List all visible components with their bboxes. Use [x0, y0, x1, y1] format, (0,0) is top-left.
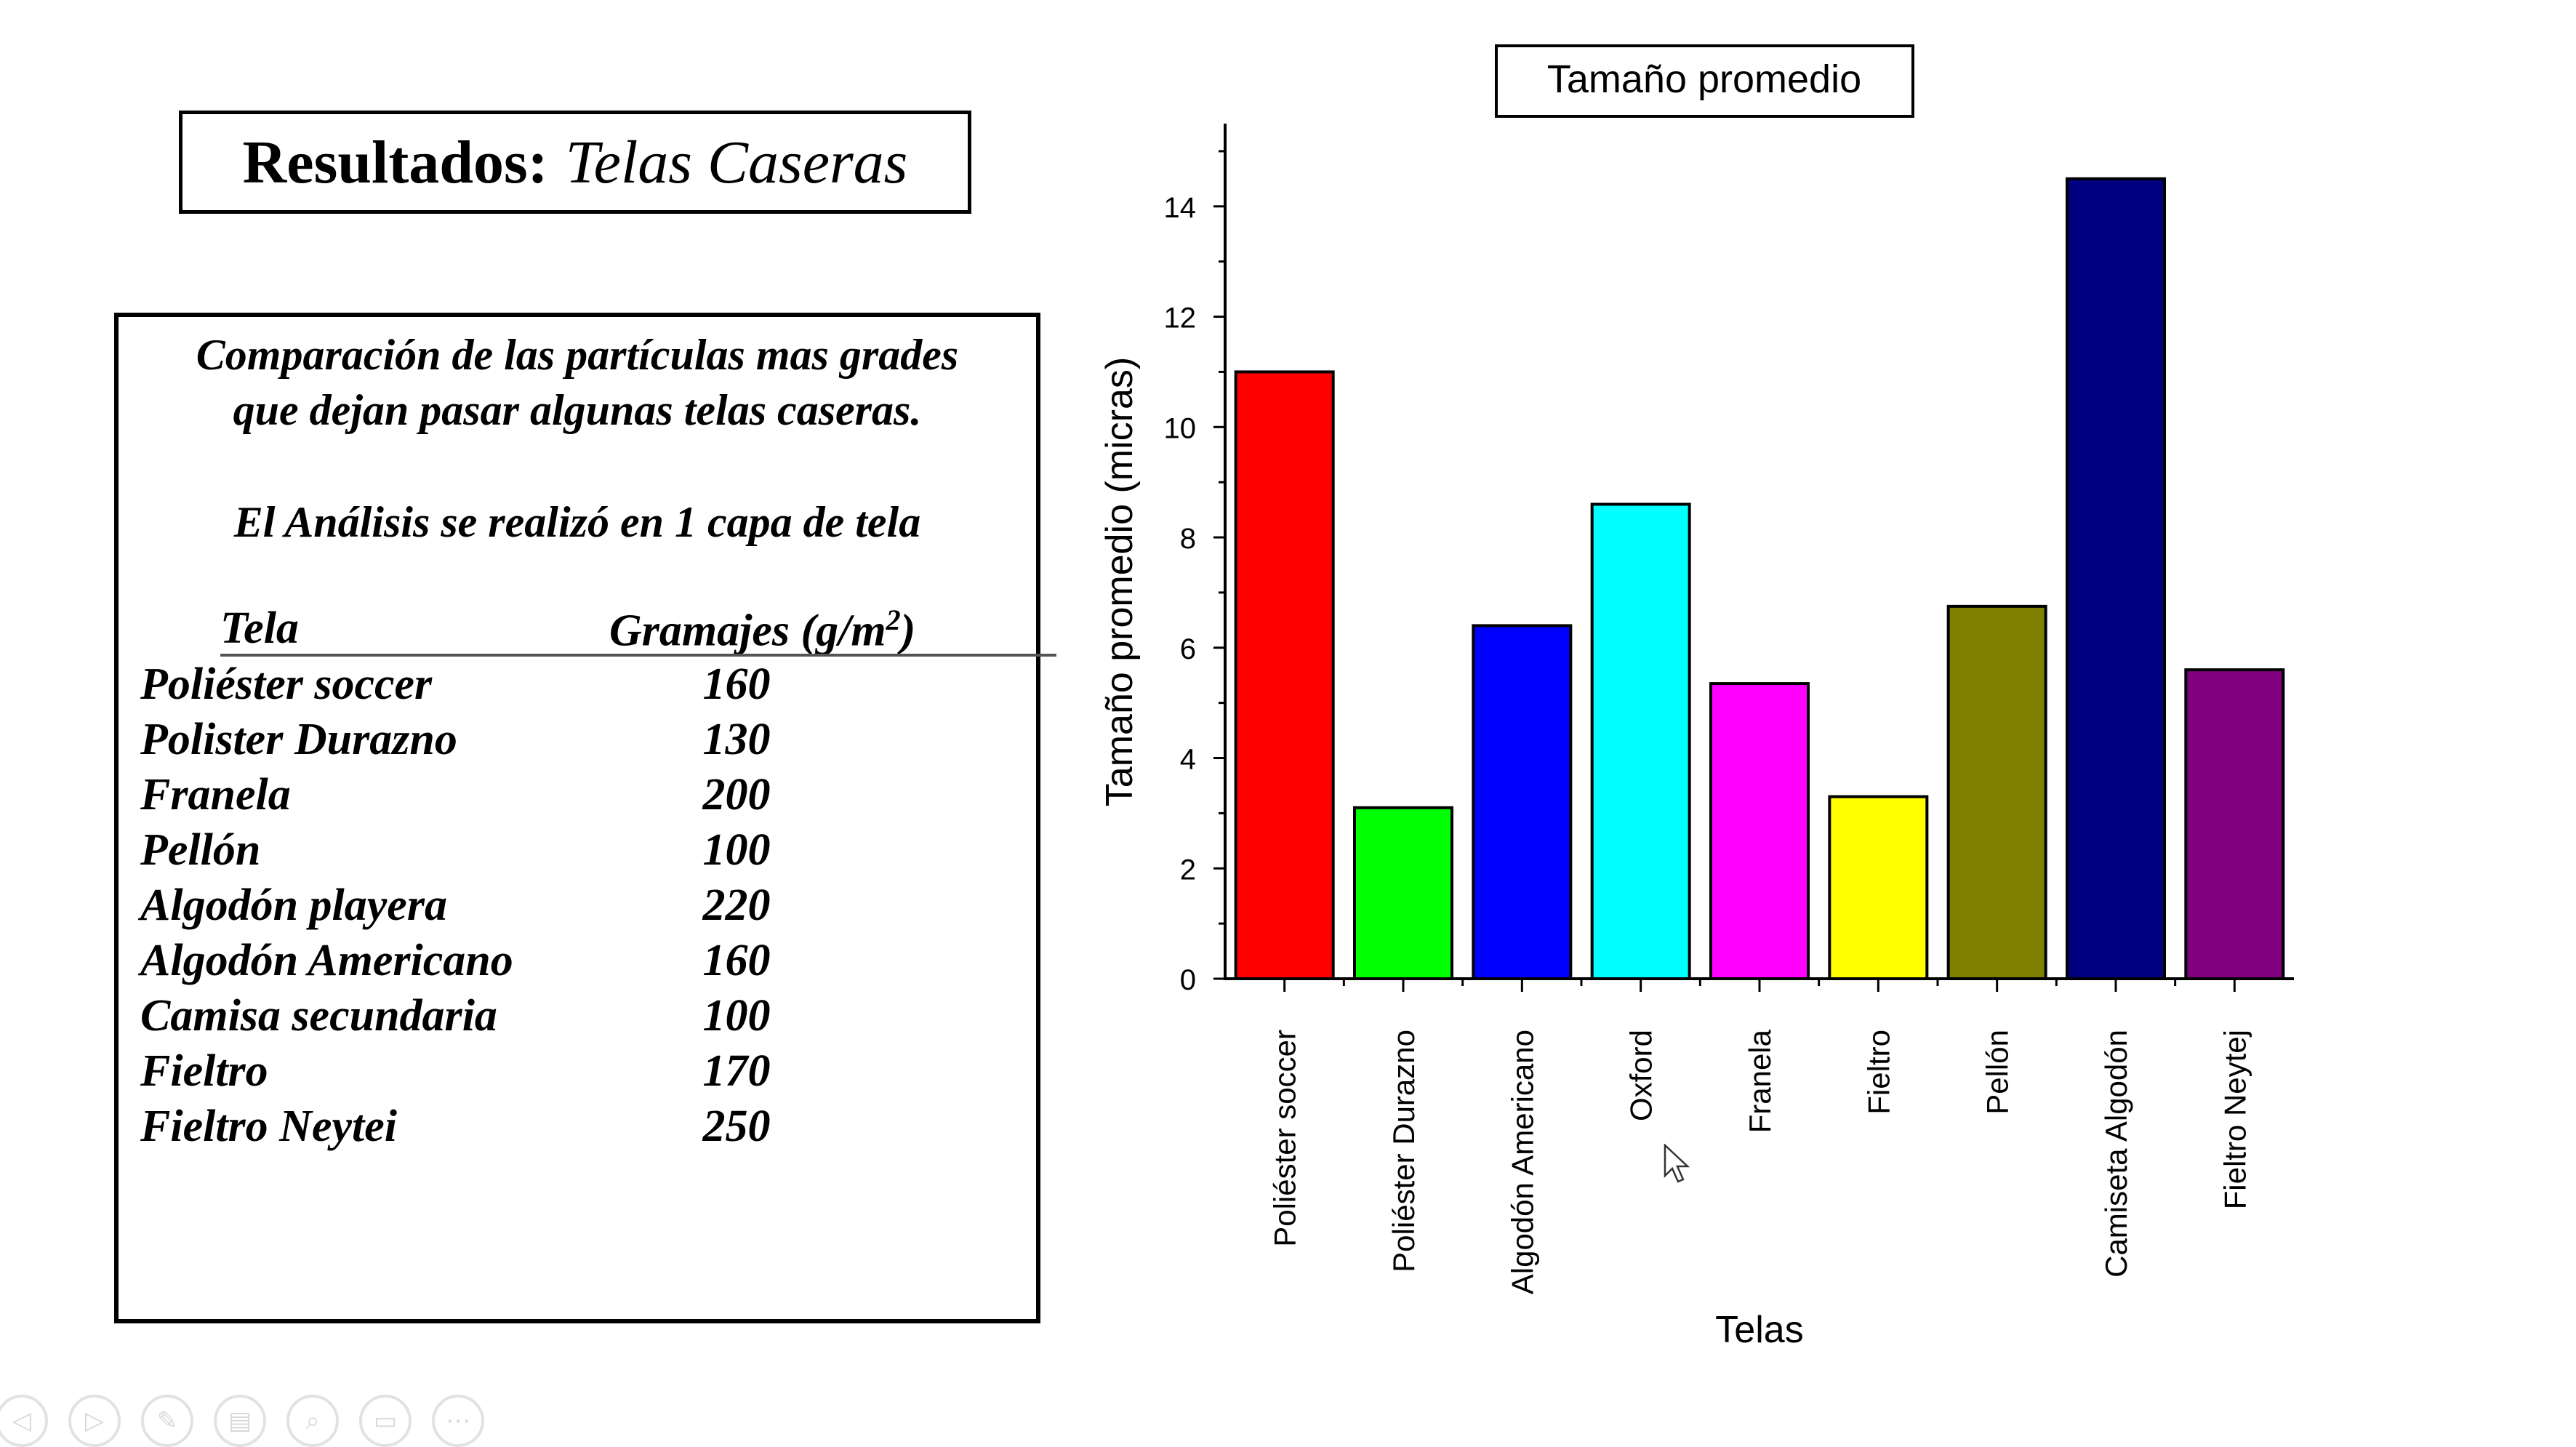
table-row: Fieltro 170: [119, 1046, 1036, 1101]
fabric-weight: 250: [702, 1102, 771, 1151]
y-tick-label: 10: [1164, 412, 1197, 444]
y-tick-label: 2: [1180, 854, 1196, 886]
table-header-weight-text: Gramajes (g/m: [609, 606, 886, 656]
bar: [1828, 795, 1929, 981]
fabric-name: Pellón: [140, 825, 261, 875]
x-tick-label: Camiseta Algodón: [2099, 1030, 2133, 1278]
slides-icon[interactable]: ▤: [214, 1395, 266, 1447]
mouse-cursor-icon: [1664, 1143, 1693, 1188]
table-row: Polister Durazno 130: [119, 714, 1036, 769]
presentation-controls: ◁ ▷ ✎ ▤ ⌕ ▭ ⋯: [0, 1395, 553, 1447]
table-row: Algodón Americano 160: [119, 935, 1036, 990]
table-row: Camisa secundaria 100: [119, 990, 1036, 1046]
table-row: Poliéster soccer 160: [119, 659, 1036, 714]
fabric-name: Algodón playera: [140, 881, 447, 930]
bar: [2066, 177, 2166, 980]
bar: [1709, 682, 1810, 980]
x-tick-label: Poliéster soccer: [1268, 1030, 1302, 1247]
fabric-table: Poliéster soccer 160 Polister Durazno 130 Fr…: [119, 659, 1036, 1156]
table-header-underline: [220, 654, 1056, 657]
table-header-weight-sup: 2: [886, 604, 901, 636]
table-header-fabric: Tela: [220, 604, 299, 653]
fabric-name: Algodón Americano: [140, 936, 513, 985]
previous-icon[interactable]: ◁: [0, 1395, 48, 1447]
fabric-weight: 160: [702, 936, 771, 985]
fabric-weight: 100: [702, 825, 771, 875]
bar: [1590, 502, 1691, 980]
fabric-name: Franela: [140, 770, 291, 819]
x-tick-label: Oxford: [1624, 1030, 1658, 1121]
bar: [1472, 624, 1573, 980]
fabric-name: Fieltro Neytei: [140, 1102, 397, 1151]
y-tick-label: 14: [1164, 192, 1197, 224]
table-row: Franela 200: [119, 769, 1036, 825]
fabric-weight: 170: [702, 1046, 771, 1096]
next-icon[interactable]: ▷: [68, 1395, 121, 1447]
chart-title-box: [1495, 44, 1914, 118]
fabric-name: Poliéster soccer: [140, 660, 433, 709]
table-header-weight-close: ): [900, 606, 916, 656]
description-line-1: Comparación de las partículas mas grades: [196, 331, 959, 379]
x-tick-label: Algodón Americano: [1505, 1030, 1539, 1294]
chart-title: Tamaño promedio: [1547, 57, 1861, 101]
fabric-weight: 160: [702, 660, 771, 709]
x-tick-label: Pellón: [1981, 1030, 2015, 1115]
fabric-weight: 220: [702, 881, 771, 930]
table-row: Algodón playera 220: [119, 880, 1036, 935]
y-axis-label: Tamaño promedio (micras): [1099, 357, 1141, 806]
info-panel: Comparación de las partículas mas grades…: [114, 313, 1056, 1323]
fabric-weight: 200: [702, 770, 771, 819]
slide-title-bold: Resultados:: [242, 128, 548, 196]
more-icon[interactable]: ⋯: [432, 1395, 484, 1447]
y-tick-label: 8: [1180, 523, 1196, 555]
y-tick-label: 0: [1180, 964, 1196, 996]
fabric-weight: 100: [702, 991, 771, 1041]
pen-icon[interactable]: ✎: [141, 1395, 193, 1447]
bar: [2184, 668, 2285, 980]
subtitles-icon[interactable]: ▭: [359, 1395, 412, 1447]
fabric-name: Polister Durazno: [140, 715, 457, 764]
bar: [1946, 604, 2047, 980]
x-tick-label: Poliéster Durazno: [1387, 1030, 1421, 1272]
y-tick-label: 4: [1180, 744, 1196, 776]
table-header-weight: Gramajes (g/m2): [609, 603, 915, 657]
fabric-name: Fieltro: [140, 1046, 268, 1096]
bar: [1234, 370, 1335, 980]
x-tick-label: Fieltro: [1861, 1030, 1895, 1115]
x-tick-label: Fieltro Neytej: [2218, 1030, 2252, 1209]
table-row: Fieltro Neytei 250: [119, 1101, 1036, 1156]
zoom-icon[interactable]: ⌕: [286, 1395, 339, 1447]
description-line-3: El Análisis se realizó en 1 capa de tela: [233, 498, 921, 546]
x-tick-label: Franela: [1743, 1029, 1777, 1133]
slide-title-italic: Telas Caseras: [565, 128, 908, 196]
y-tick-label: 12: [1164, 302, 1197, 334]
fabric-name: Camisa secundaria: [140, 991, 497, 1041]
y-tick-label: 6: [1180, 633, 1196, 665]
description-line-2: que dejan pasar algunas telas caseras.: [233, 386, 922, 434]
x-axis-label: Telas: [1715, 1309, 1803, 1351]
table-row: Pellón 100: [119, 825, 1036, 880]
slide-title: Resultados: Telas Caseras: [179, 111, 971, 214]
fabric-weight: 130: [702, 715, 771, 764]
bar: [1353, 806, 1453, 981]
